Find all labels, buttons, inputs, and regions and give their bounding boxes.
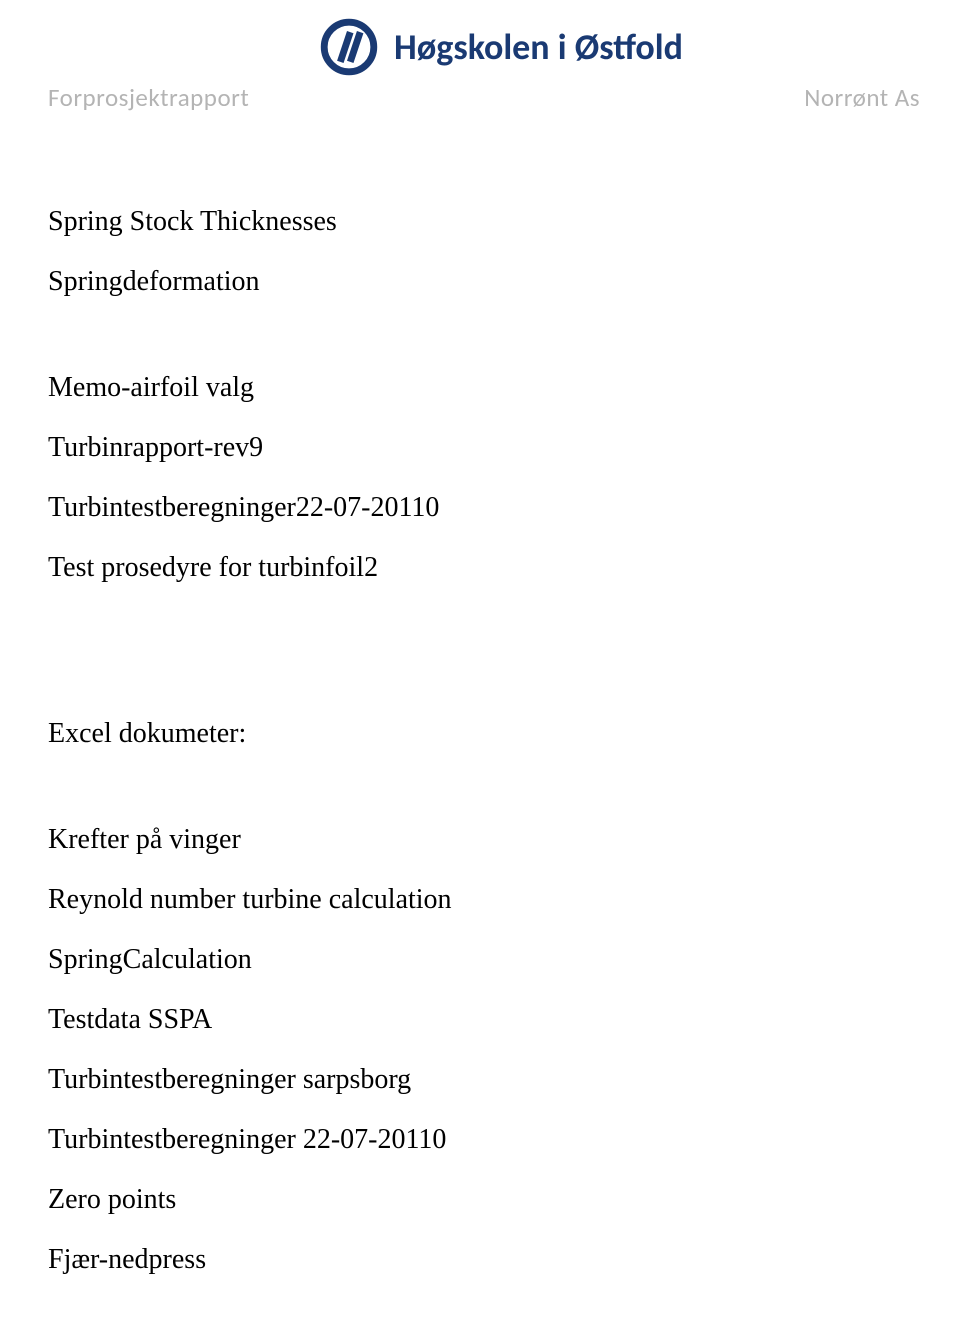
doc-line: Zero points <box>48 1186 920 1214</box>
header-left-label: Forprosjektrapport <box>48 82 249 113</box>
doc-line: Turbinrapport-rev9 <box>48 434 920 462</box>
doc-line: Springdeformation <box>48 268 920 296</box>
doc-line: Turbintestberegninger 22-07-20110 <box>48 1126 920 1154</box>
doc-line: SpringCalculation <box>48 946 920 974</box>
header-right-label: Norrønt As <box>804 82 920 113</box>
institution-logo: Høgskolen i Østfold <box>318 16 683 78</box>
doc-line: Testdata SSPA <box>48 1006 920 1034</box>
doc-line: Turbintestberegninger22-07-20110 <box>48 494 920 522</box>
doc-line: Test prosedyre for turbinfoil2 <box>48 554 920 582</box>
logo-text: Høgskolen i Østfold <box>394 25 683 69</box>
page-header: Forprosjektrapport Høgskolen i Østfold N… <box>48 10 920 130</box>
doc-line: Turbintestberegninger sarpsborg <box>48 1066 920 1094</box>
doc-line: Krefter på vinger <box>48 826 920 854</box>
slash-circle-icon <box>318 16 380 78</box>
doc-line: Memo-airfoil valg <box>48 374 920 402</box>
section-heading: Excel dokumeter: <box>48 720 920 748</box>
doc-line: Reynold number turbine calculation <box>48 886 920 914</box>
doc-line: Spring Stock Thicknesses <box>48 208 920 236</box>
doc-line: Fjær-nedpress <box>48 1246 920 1274</box>
document-body: Spring Stock Thicknesses Springdeformati… <box>48 130 920 1274</box>
